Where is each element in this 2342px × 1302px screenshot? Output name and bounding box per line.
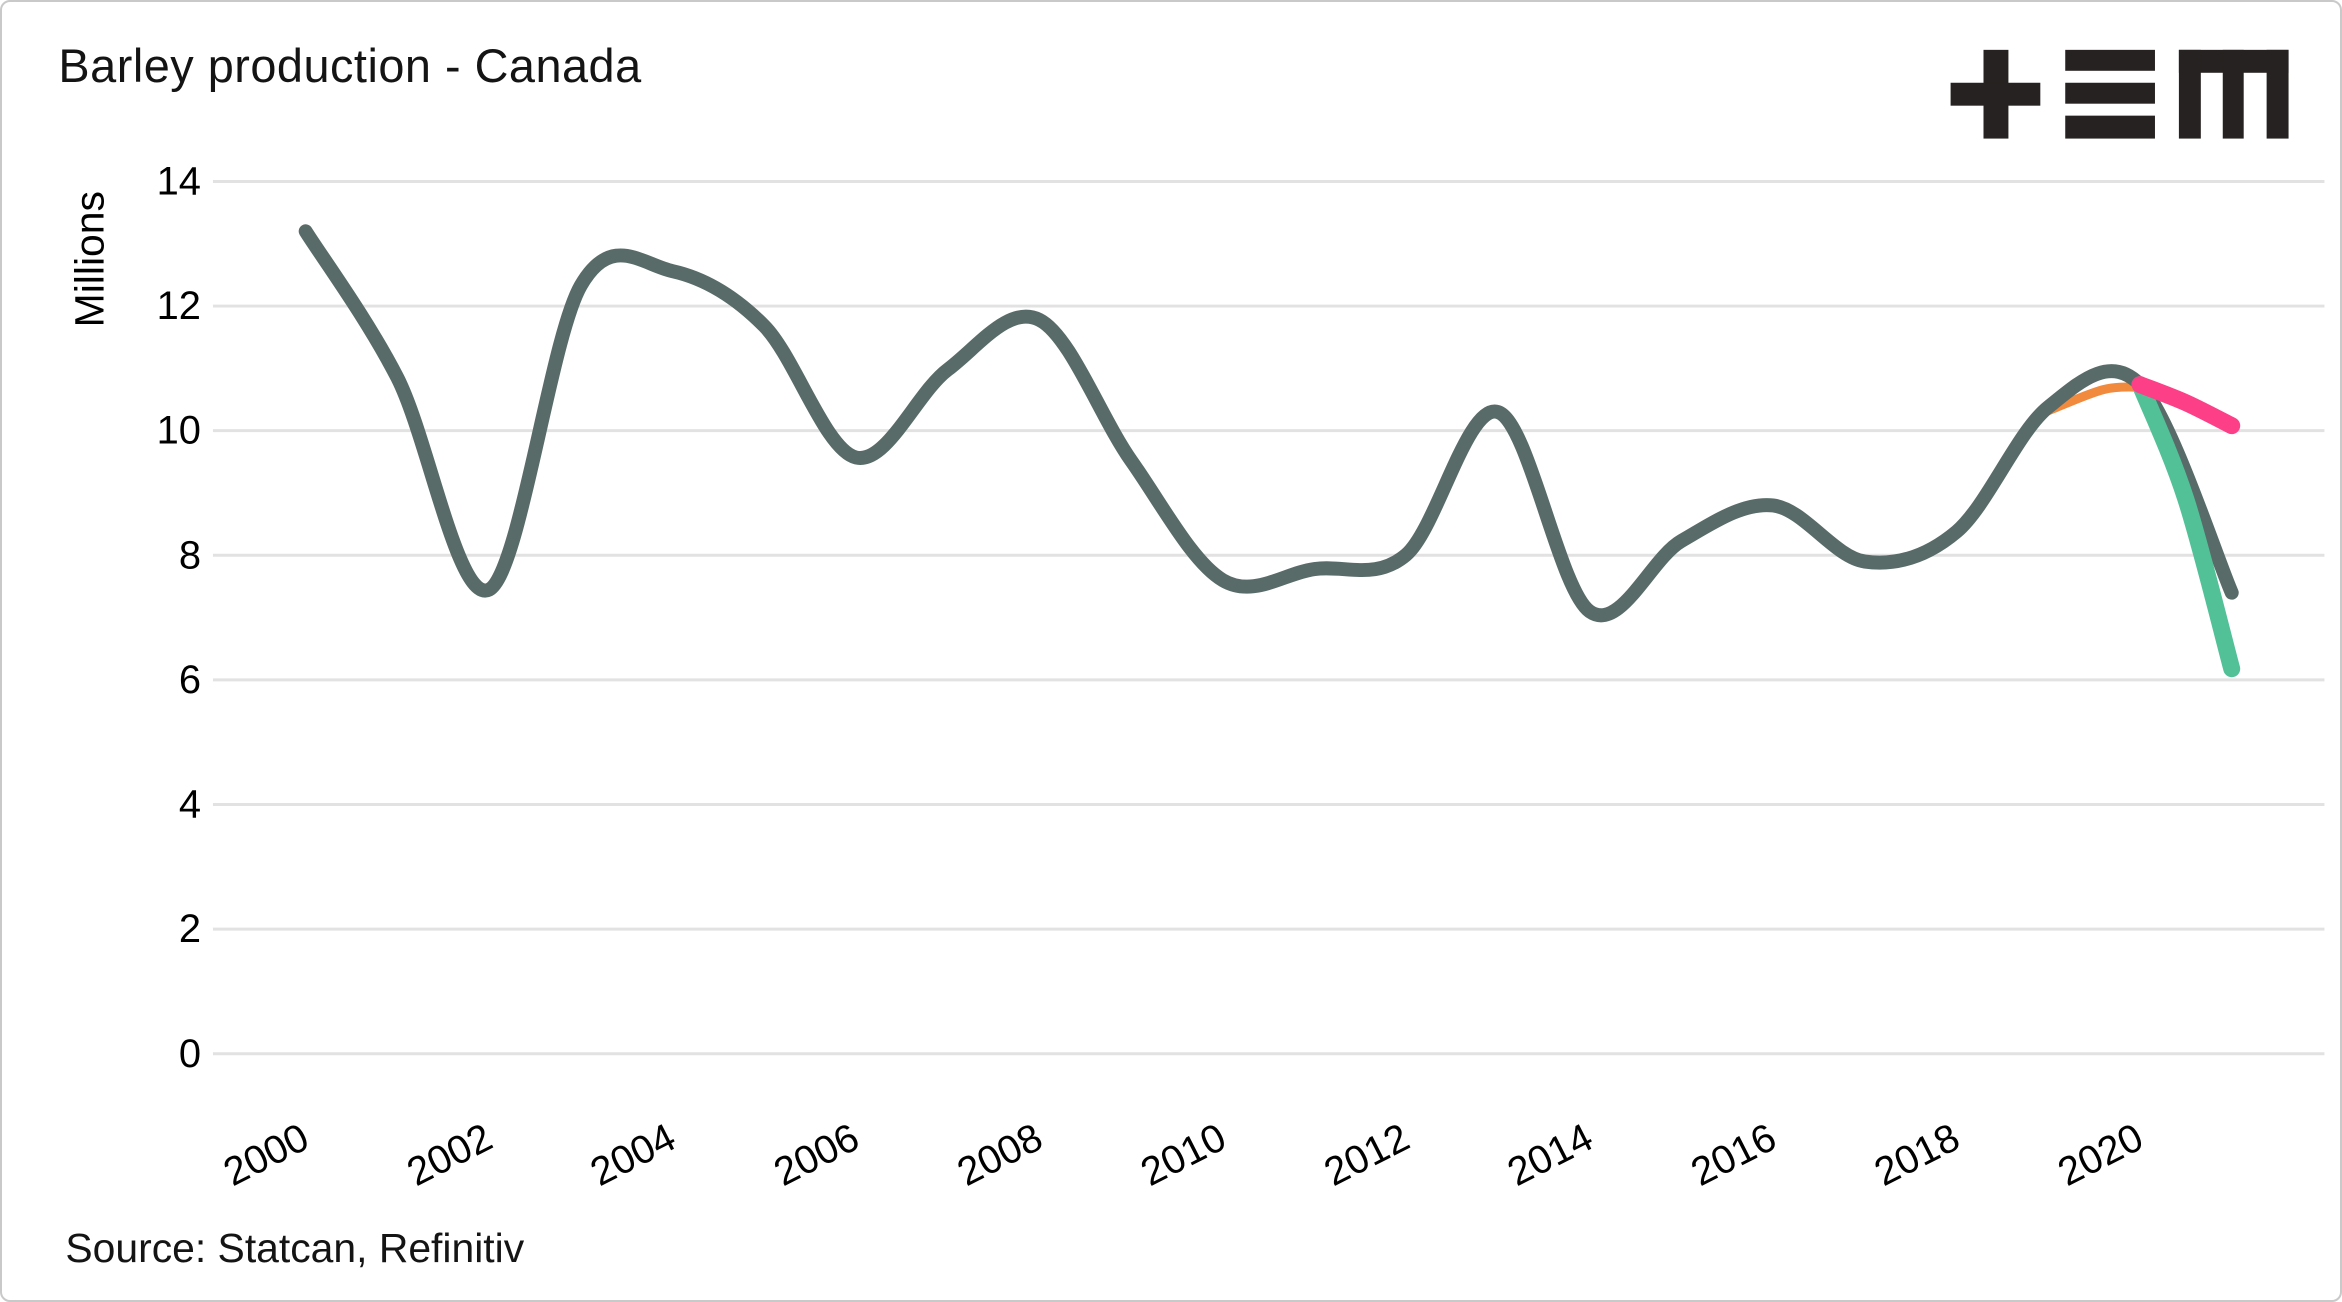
x-axis-labels: 2000 2002 2004 2006 2008 2010 2012 2014 2016 2018…: [217, 1115, 2150, 1194]
series-line-scenario-pink: [2131, 376, 2241, 435]
y-tick-label-8: 8: [179, 533, 201, 577]
source-note: Source: Statcan, Refinitiv: [65, 1225, 524, 1271]
series-line-barley-production-actuals: [298, 224, 2239, 623]
y-tick-label-10: 10: [157, 409, 201, 453]
x-tick-label-2018: 2018: [1868, 1115, 1967, 1194]
x-tick-label-2006: 2006: [767, 1115, 866, 1194]
x-tick-label-2012: 2012: [1317, 1115, 1416, 1194]
x-tick-label-2008: 2008: [950, 1115, 1049, 1194]
y-tick-label-14: 14: [157, 159, 201, 203]
logo-plus-horizontal: [1950, 82, 2041, 106]
x-tick-label-2020: 2020: [2051, 1115, 2150, 1194]
x-tick-label-2000: 2000: [217, 1115, 316, 1194]
x-tick-label-2016: 2016: [1684, 1115, 1783, 1194]
gridlines-group: [212, 179, 2325, 1056]
logo-m-leg-center: [2222, 49, 2244, 139]
y-axis-title: Millions: [66, 191, 112, 327]
y-axis-labels: 14 12 10 8 6 4 2 0: [157, 159, 201, 1075]
y-tick-label-6: 6: [179, 658, 201, 702]
logo-m-leg-left: [2178, 49, 2201, 139]
logo-bar-middle: [2065, 82, 2155, 104]
x-tick-label-2014: 2014: [1501, 1115, 1600, 1194]
page-title: Barley production - Canada: [58, 40, 642, 92]
x-tick-label-2004: 2004: [584, 1115, 683, 1194]
logo-bar-bottom: [2065, 115, 2155, 139]
y-tick-label-2: 2: [179, 907, 201, 951]
series-group: [298, 224, 2241, 678]
y-tick-label-0: 0: [179, 1032, 201, 1076]
y-tick-label-12: 12: [157, 284, 201, 328]
logo-m-leg-right: [2266, 49, 2289, 139]
logo-bar-top: [2065, 49, 2155, 71]
y-tick-label-4: 4: [179, 783, 201, 827]
series-line-scenario-green: [2131, 376, 2241, 678]
trading-economics-logo-icon: [1950, 49, 2289, 139]
x-tick-label-2010: 2010: [1134, 1115, 1233, 1194]
x-tick-label-2002: 2002: [400, 1115, 499, 1194]
